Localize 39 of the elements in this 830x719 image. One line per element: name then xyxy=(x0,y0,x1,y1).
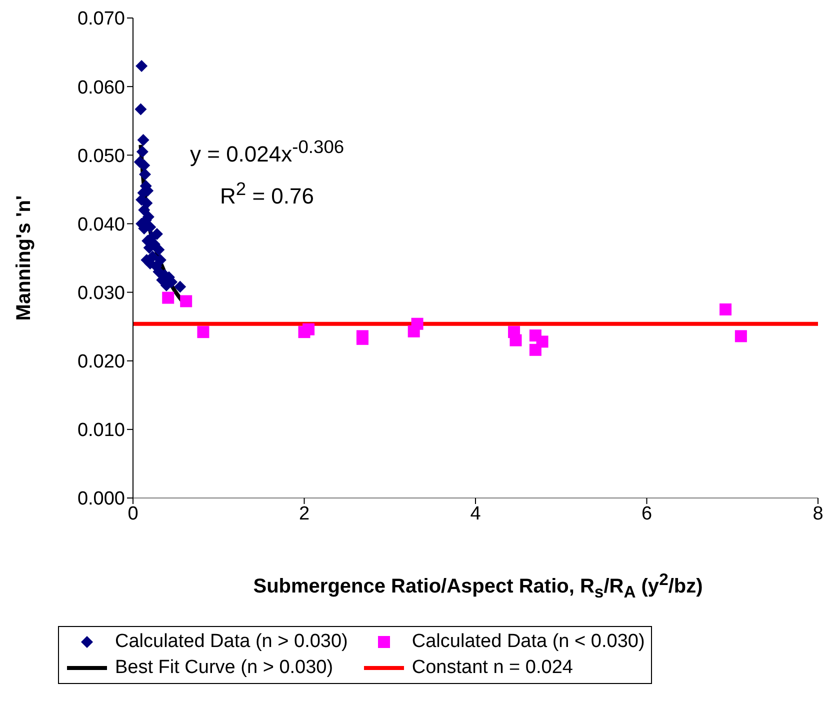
point xyxy=(136,146,148,158)
point xyxy=(138,168,151,180)
y-tick-label: 0.020 xyxy=(77,352,125,373)
point xyxy=(411,318,424,330)
point xyxy=(138,204,150,216)
point xyxy=(162,292,174,304)
y-tick-label: 0.070 xyxy=(77,8,125,30)
legend-label: Calculated Data (n > 0.030) xyxy=(115,631,348,653)
legend-label: Calculated Data (n < 0.030) xyxy=(412,631,645,653)
y-tick-label: 0.040 xyxy=(77,214,125,236)
legend-label: Best Fit Curve (n > 0.030) xyxy=(115,657,334,679)
point xyxy=(720,303,732,316)
point xyxy=(136,60,148,72)
point xyxy=(510,334,522,346)
point xyxy=(356,332,368,345)
y-tick-label: 0.060 xyxy=(77,77,125,98)
x-axis-title: Submergence Ratio/Aspect Ratio, R$_{s}$/R$_{A}$ (y$^{2}$/bz) xyxy=(252,570,704,603)
annotation: R$^{2}$ = 0.76 xyxy=(220,178,314,210)
point xyxy=(734,330,747,342)
point xyxy=(134,103,147,116)
point xyxy=(137,134,150,146)
x-tick-label: 0 xyxy=(128,503,138,524)
y-tick-label: 0.010 xyxy=(77,420,125,442)
point xyxy=(197,326,210,338)
annotation: y = 0.024x$^{-0.306}$ xyxy=(190,136,344,168)
point xyxy=(302,323,315,336)
y-axis-title: Manning's 'n' xyxy=(13,195,36,321)
point xyxy=(536,336,548,348)
x-tick-label: 6 xyxy=(641,503,652,524)
y-tick-label: 0.030 xyxy=(77,283,125,304)
x-tick-label: 8 xyxy=(812,503,824,524)
point xyxy=(174,280,186,293)
x-tick-label: 4 xyxy=(470,503,482,524)
y-tick-label: 0.050 xyxy=(77,146,125,167)
y-tick-label: 0.000 xyxy=(77,488,125,510)
point xyxy=(152,244,165,256)
x-tick-label: 2 xyxy=(298,503,310,524)
point xyxy=(180,295,192,308)
legend-label: Constant n = 0.024 xyxy=(412,657,573,679)
